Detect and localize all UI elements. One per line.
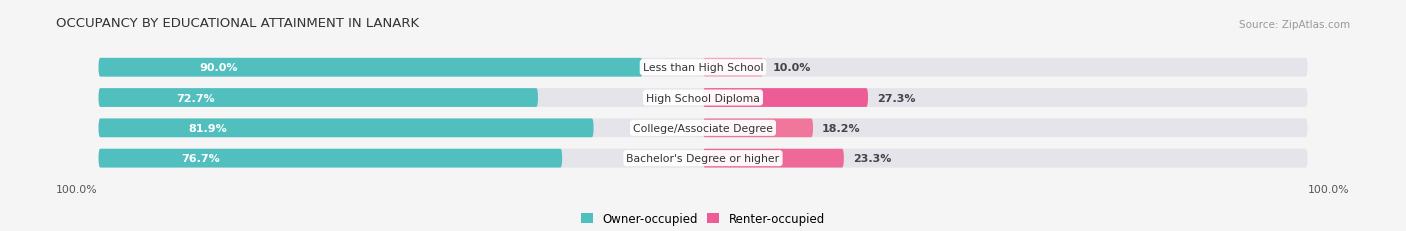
FancyBboxPatch shape [703, 89, 868, 107]
Text: 100.0%: 100.0% [1308, 184, 1350, 194]
Text: High School Diploma: High School Diploma [647, 93, 759, 103]
Text: 27.3%: 27.3% [877, 93, 915, 103]
FancyBboxPatch shape [703, 149, 844, 168]
Text: Less than High School: Less than High School [643, 63, 763, 73]
FancyBboxPatch shape [98, 119, 593, 138]
Text: 76.7%: 76.7% [181, 153, 219, 163]
Text: 18.2%: 18.2% [823, 123, 860, 133]
FancyBboxPatch shape [703, 59, 763, 77]
Text: 90.0%: 90.0% [200, 63, 238, 73]
Text: Bachelor's Degree or higher: Bachelor's Degree or higher [627, 153, 779, 163]
Legend: Owner-occupied, Renter-occupied: Owner-occupied, Renter-occupied [581, 212, 825, 225]
Text: Source: ZipAtlas.com: Source: ZipAtlas.com [1239, 20, 1350, 30]
FancyBboxPatch shape [98, 149, 1308, 168]
FancyBboxPatch shape [98, 59, 643, 77]
Text: 81.9%: 81.9% [188, 123, 226, 133]
Text: 10.0%: 10.0% [772, 63, 811, 73]
FancyBboxPatch shape [98, 89, 538, 107]
Text: OCCUPANCY BY EDUCATIONAL ATTAINMENT IN LANARK: OCCUPANCY BY EDUCATIONAL ATTAINMENT IN L… [56, 17, 419, 30]
FancyBboxPatch shape [703, 119, 813, 138]
FancyBboxPatch shape [98, 119, 1308, 138]
Text: College/Associate Degree: College/Associate Degree [633, 123, 773, 133]
FancyBboxPatch shape [98, 89, 1308, 107]
Text: 23.3%: 23.3% [853, 153, 891, 163]
Text: 72.7%: 72.7% [176, 93, 215, 103]
Text: 100.0%: 100.0% [56, 184, 98, 194]
FancyBboxPatch shape [98, 59, 1308, 77]
FancyBboxPatch shape [98, 149, 562, 168]
